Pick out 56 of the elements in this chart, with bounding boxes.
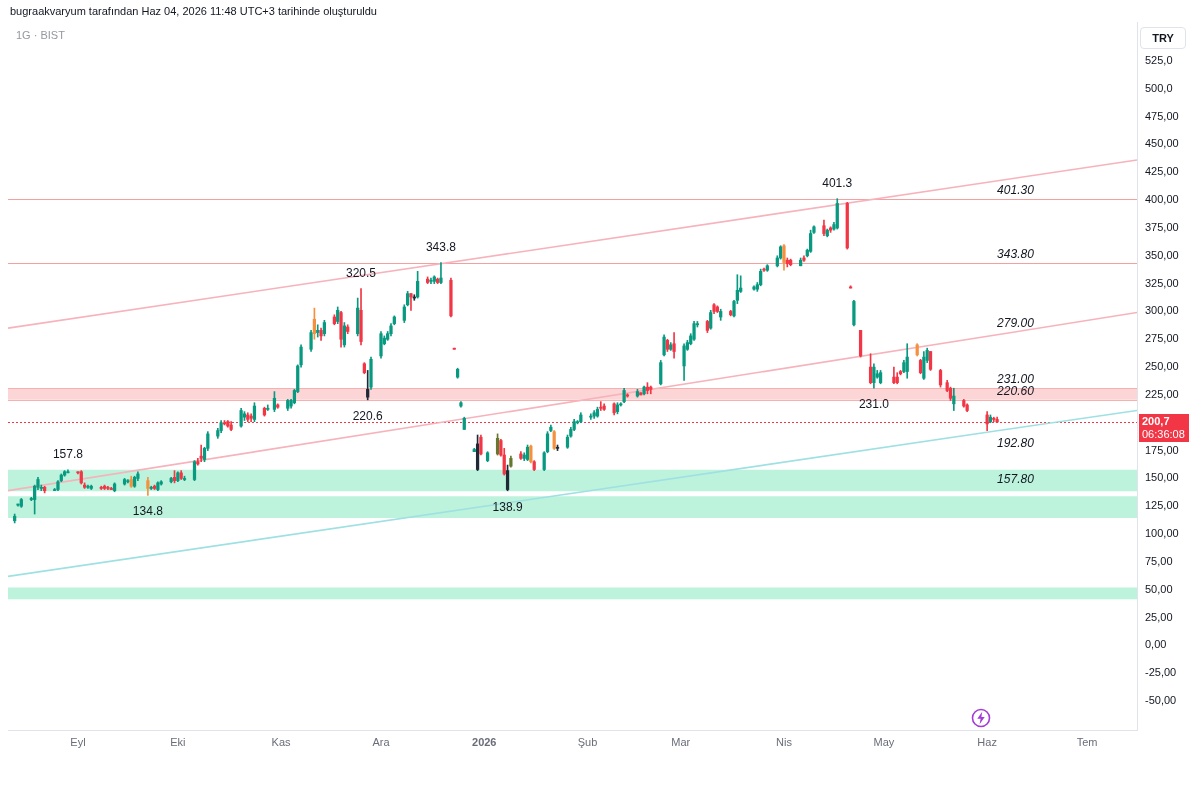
x-tick-label: Haz <box>977 735 997 748</box>
y-tick-label: 0,00 <box>1145 638 1167 651</box>
candlestick <box>439 262 443 284</box>
y-tick-label: 400,00 <box>1145 193 1179 206</box>
y-tick-label: -25,00 <box>1145 666 1177 679</box>
y-tick-label: 250,00 <box>1145 360 1179 373</box>
candlestick <box>316 324 320 338</box>
ref-line-label: 343.80 <box>997 246 1035 261</box>
x-tick-label: Eyl <box>70 735 86 748</box>
x-tick-label: Mar <box>671 735 691 748</box>
y-tick-label: 450,00 <box>1145 137 1179 150</box>
data-label: 192.80 <box>997 435 1035 450</box>
y-tick-label: -50,00 <box>1145 694 1177 707</box>
annotation: 220.6 <box>352 408 384 423</box>
y-tick-label: 275,00 <box>1145 332 1179 345</box>
y-tick-label: 150,00 <box>1145 471 1179 484</box>
annotation: 138.9 <box>492 499 523 514</box>
annotation: 231.0 <box>858 397 890 412</box>
y-tick-label: 125,00 <box>1145 499 1179 512</box>
y-tick-label: 300,00 <box>1145 304 1179 317</box>
y-tick-label: 500,0 <box>1145 81 1173 94</box>
annotation: 320.5 <box>346 265 377 280</box>
y-tick-label: 225,00 <box>1145 387 1179 400</box>
x-tick-label: 2026 <box>472 735 497 748</box>
data-label: 279.00 <box>996 315 1035 330</box>
ref-line-label: 200,7 <box>1142 414 1170 427</box>
annotation: 343.8 <box>425 239 457 254</box>
x-tick-label: May <box>873 735 895 748</box>
band-label: 157.80 <box>997 471 1035 486</box>
ref-line-label: 401.30 <box>997 182 1035 197</box>
y-tick-label: 175,00 <box>1145 443 1179 456</box>
x-tick-label: Şub <box>577 735 598 748</box>
y-tick-label: 525,0 <box>1145 53 1173 66</box>
chart-title: bugraakvaryum tarafından Haz 04, 2026 11:48 UTC+3 tarihinde oluşturuldu <box>10 5 377 17</box>
x-tick-label: Kas <box>271 735 292 748</box>
x-tick-label: Eki <box>170 735 186 748</box>
y-tick-label: 100,00 <box>1145 527 1179 540</box>
y-tick-label: 50,00 <box>1145 582 1173 595</box>
x-tick-label: Tem <box>1076 735 1098 748</box>
x-tick-label: Nis <box>776 735 793 748</box>
x-tick-label: Ara <box>372 735 391 748</box>
y-tick-label: 25,00 <box>1145 610 1173 623</box>
text: 1G · BIST <box>16 29 65 41</box>
y-tick-label: 375,00 <box>1145 220 1179 233</box>
annotation: 401.3 <box>822 175 853 190</box>
candlestick <box>199 444 203 463</box>
y-tick-label: 75,00 <box>1145 554 1173 567</box>
candlestick <box>409 293 413 311</box>
text: 06:36:08 <box>1142 427 1185 440</box>
y-tick-label: 475,00 <box>1145 109 1179 122</box>
y-axis-title: TRY <box>1140 27 1186 49</box>
y-tick-label: 350,00 <box>1145 248 1179 261</box>
y-tick-label: 425,00 <box>1145 165 1179 178</box>
y-tick-label: 325,00 <box>1145 276 1179 289</box>
annotation: 134.8 <box>132 504 164 519</box>
annotation: 157.8 <box>52 446 84 461</box>
